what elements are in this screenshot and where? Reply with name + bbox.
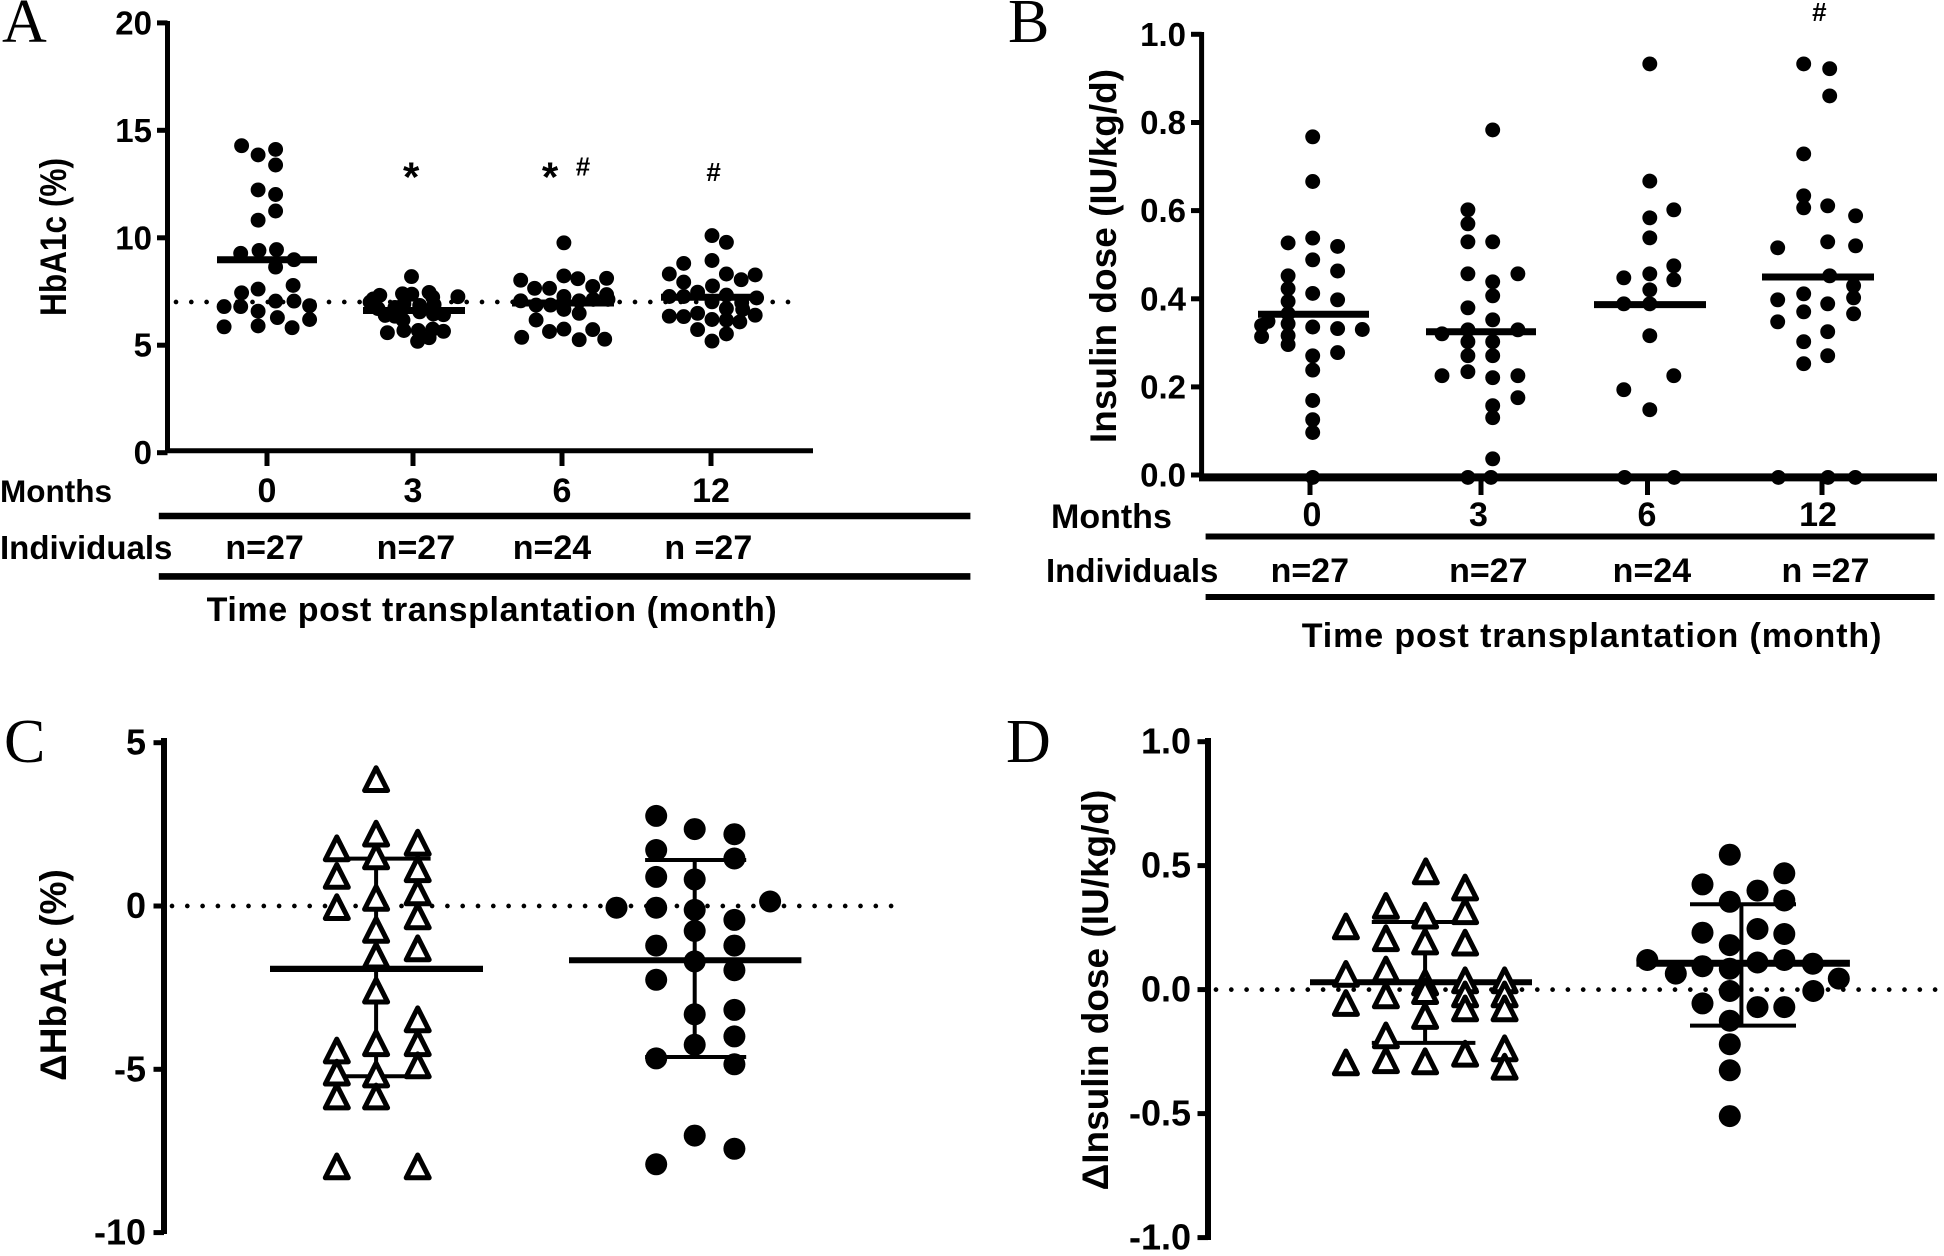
svg-text:0: 0 (1303, 496, 1322, 534)
svg-text:n =27: n =27 (664, 529, 752, 567)
svg-text:*: * (542, 154, 559, 201)
svg-text:0.0: 0.0 (1141, 969, 1191, 1010)
svg-text:Time post transplantation (mon: Time post transplantation (month) (1302, 617, 1883, 655)
svg-text:Individuals: Individuals (1046, 552, 1218, 589)
svg-text:5: 5 (126, 722, 146, 763)
svg-text:0: 0 (258, 472, 277, 510)
svg-text:0.8: 0.8 (1140, 104, 1186, 141)
svg-text:n=27: n=27 (225, 529, 303, 567)
svg-text:20: 20 (115, 4, 152, 41)
svg-text:Months: Months (0, 473, 112, 509)
svg-text:0.5: 0.5 (1141, 845, 1191, 886)
svg-text:n=27: n=27 (1271, 552, 1349, 590)
svg-text:0.4: 0.4 (1140, 280, 1187, 317)
svg-text:#: # (1812, 0, 1827, 27)
svg-text:6: 6 (1638, 496, 1657, 534)
svg-text:n=27: n=27 (377, 529, 455, 567)
svg-text:#: # (706, 157, 721, 187)
svg-text:-1.0: -1.0 (1129, 1217, 1191, 1251)
svg-text:Months: Months (1051, 498, 1172, 536)
svg-text:#: # (576, 152, 591, 182)
svg-text:A: A (2, 0, 47, 56)
svg-text:-5: -5 (114, 1048, 146, 1089)
svg-text:0.2: 0.2 (1140, 368, 1186, 405)
svg-text:n =27: n =27 (1782, 552, 1870, 590)
svg-text:3: 3 (404, 472, 423, 510)
svg-text:n=24: n=24 (1613, 552, 1692, 590)
svg-text:0.0: 0.0 (1140, 457, 1186, 494)
svg-text:3: 3 (1469, 496, 1488, 534)
svg-text:ΔHbA1c (%): ΔHbA1c (%) (33, 869, 74, 1081)
svg-text:HbA1c (%): HbA1c (%) (33, 158, 74, 316)
svg-text:B: B (1008, 0, 1049, 56)
svg-text:Individuals: Individuals (0, 529, 172, 566)
svg-text:-0.5: -0.5 (1129, 1093, 1191, 1134)
svg-text:-10: -10 (94, 1212, 146, 1251)
svg-text:15: 15 (115, 112, 152, 149)
svg-text:*: * (403, 154, 420, 201)
svg-text:D: D (1006, 708, 1051, 776)
svg-text:Insulin dose (IU/kg/d): Insulin dose (IU/kg/d) (1083, 69, 1124, 443)
svg-text:n=24: n=24 (513, 529, 592, 567)
svg-text:0.6: 0.6 (1140, 192, 1186, 229)
svg-text:12: 12 (1799, 496, 1837, 534)
svg-text:0: 0 (126, 885, 146, 926)
svg-text:6: 6 (553, 472, 572, 510)
svg-text:1.0: 1.0 (1140, 16, 1186, 53)
svg-text:Time post transplantation (mon: Time post transplantation (month) (207, 591, 778, 629)
svg-text:C: C (4, 708, 45, 776)
svg-text:5: 5 (134, 327, 152, 364)
svg-text:12: 12 (692, 472, 730, 510)
svg-text:10: 10 (115, 219, 152, 256)
svg-text:ΔInsulin dose (IU/kg/d): ΔInsulin dose (IU/kg/d) (1075, 790, 1116, 1191)
svg-text:0: 0 (134, 434, 152, 471)
svg-text:1.0: 1.0 (1141, 721, 1191, 762)
svg-text:n=27: n=27 (1449, 552, 1527, 590)
